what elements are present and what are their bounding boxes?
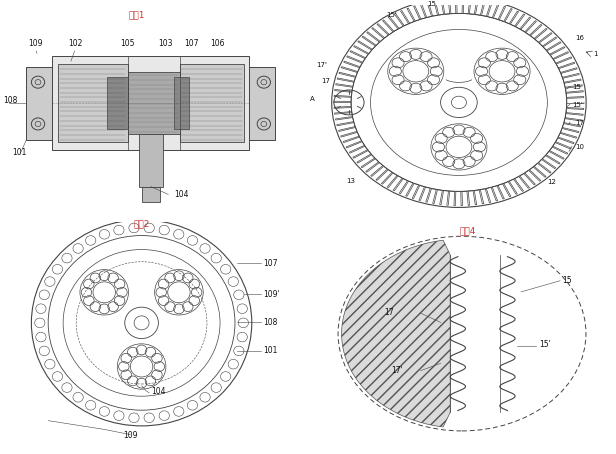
Text: 13: 13	[346, 178, 355, 183]
Text: A: A	[310, 96, 315, 102]
Bar	[26, 66, 52, 140]
Bar	[174, 77, 188, 129]
Text: 17': 17'	[317, 62, 328, 68]
Text: 15': 15'	[539, 340, 551, 350]
Bar	[139, 134, 163, 187]
Text: 17: 17	[321, 78, 330, 84]
Text: 도면4: 도면4	[460, 227, 476, 236]
Text: 10: 10	[575, 144, 585, 150]
Text: 16: 16	[575, 35, 585, 41]
Text: 101: 101	[12, 148, 26, 157]
Text: 도면2: 도면2	[134, 220, 150, 229]
Text: 15': 15'	[572, 102, 583, 108]
Text: 101: 101	[263, 346, 277, 355]
Text: 103: 103	[158, 39, 172, 48]
Text: 109: 109	[123, 431, 137, 440]
Text: 17: 17	[384, 308, 394, 317]
Text: 109': 109'	[263, 290, 280, 299]
Text: 102: 102	[68, 39, 83, 48]
Text: 17': 17'	[391, 365, 403, 375]
Text: 도면1: 도면1	[128, 10, 145, 19]
Text: 106: 106	[210, 39, 225, 48]
Bar	[128, 72, 180, 134]
Text: 104: 104	[151, 387, 166, 396]
Text: 104: 104	[174, 190, 188, 199]
Text: 109: 109	[28, 39, 43, 48]
Bar	[180, 64, 243, 142]
Bar	[52, 56, 249, 150]
Text: 17: 17	[575, 120, 585, 126]
Text: 108: 108	[263, 318, 277, 326]
Text: 15': 15'	[387, 12, 397, 18]
Text: 12: 12	[548, 179, 556, 185]
Text: 15: 15	[562, 276, 572, 285]
Text: 105: 105	[121, 39, 135, 48]
Polygon shape	[342, 240, 450, 427]
Text: 15: 15	[572, 84, 581, 90]
Bar	[142, 187, 160, 202]
Bar	[59, 64, 128, 142]
Text: 107: 107	[263, 259, 277, 268]
Bar	[249, 66, 275, 140]
Text: 15: 15	[428, 1, 436, 7]
Bar	[107, 77, 128, 129]
Text: 1: 1	[594, 51, 598, 57]
Text: 108: 108	[3, 96, 18, 105]
Text: 107: 107	[184, 39, 199, 48]
